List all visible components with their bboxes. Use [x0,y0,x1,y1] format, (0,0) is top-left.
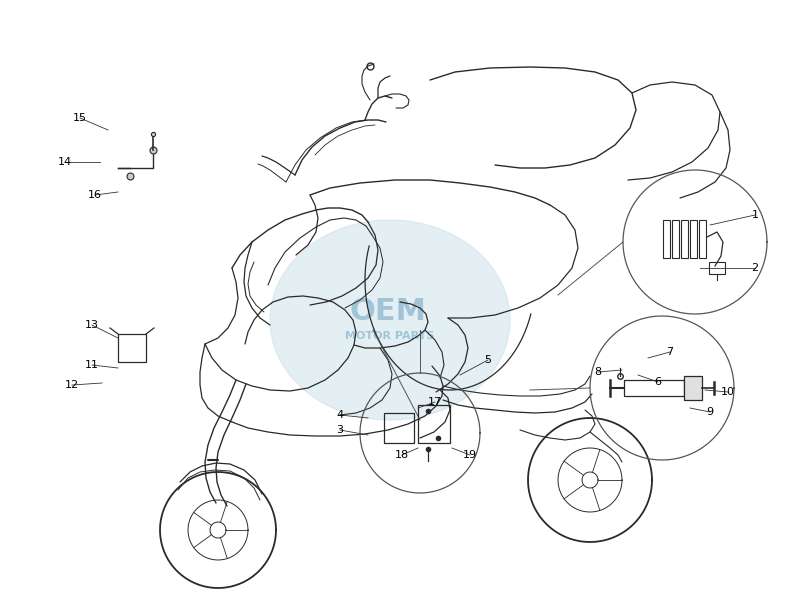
Bar [663,220,670,258]
Text: 14: 14 [58,157,72,167]
Text: 8: 8 [594,367,602,377]
Text: 9: 9 [706,407,714,417]
Text: 15: 15 [73,113,87,123]
Text: 6: 6 [654,377,662,387]
Bar [672,220,679,258]
Text: 2: 2 [751,263,758,273]
Text: 7: 7 [666,347,674,357]
Text: 11: 11 [85,360,99,370]
Text: 13: 13 [85,320,99,330]
Bar [699,220,706,258]
Text: 4: 4 [337,410,343,420]
Bar [690,220,697,258]
Text: 12: 12 [65,380,79,390]
Text: 18: 18 [395,450,409,460]
Bar [709,262,725,274]
Text: 3: 3 [337,425,343,435]
Bar [681,220,688,258]
Text: 16: 16 [88,190,102,200]
Bar [118,334,146,362]
Text: 5: 5 [485,355,491,365]
Bar [624,380,684,396]
Text: MOTOR PARTS: MOTOR PARTS [346,331,434,341]
Bar [418,405,450,443]
Text: 10: 10 [721,387,735,397]
Text: 17: 17 [428,397,442,407]
Polygon shape [270,220,510,420]
Bar [384,413,414,443]
Bar [684,376,702,400]
Text: 1: 1 [751,210,758,220]
Text: 19: 19 [463,450,477,460]
Text: OEM: OEM [350,298,426,326]
